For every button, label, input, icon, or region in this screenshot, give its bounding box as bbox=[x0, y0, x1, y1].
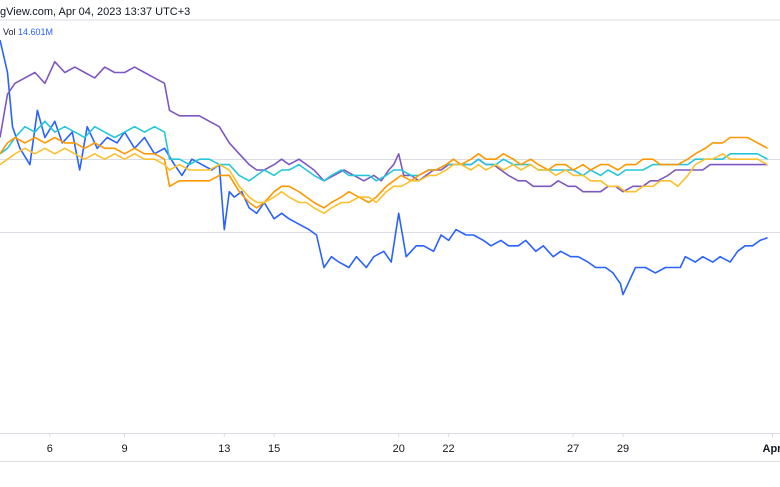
series-line-4 bbox=[0, 147, 768, 215]
series-layer bbox=[0, 39, 768, 296]
x-tick-label-0: 6 bbox=[47, 443, 53, 455]
x-tick-label-7: 29 bbox=[617, 443, 629, 455]
x-tick-label-4: 20 bbox=[393, 443, 405, 455]
volume-label: Vol bbox=[3, 27, 16, 37]
x-axis: 6 9 13 15 20 22 27 29 Apr bbox=[0, 433, 780, 462]
series-line-3 bbox=[0, 136, 768, 209]
grid-layer bbox=[0, 19, 780, 233]
series-line-1 bbox=[0, 60, 768, 193]
x-tick-label-2: 13 bbox=[218, 443, 230, 455]
x-tick-label-8: Apr bbox=[763, 443, 780, 455]
volume-value: 14.601M bbox=[18, 27, 54, 37]
series-line-0 bbox=[0, 39, 768, 296]
chart-header: gView.com, Apr 04, 2023 13:37 UTC+3 bbox=[0, 6, 191, 18]
x-tick-label-3: 15 bbox=[268, 443, 280, 455]
series-line-2 bbox=[0, 120, 768, 182]
volume-readout: Vol 14.601M bbox=[3, 27, 53, 37]
x-tick-label-1: 9 bbox=[122, 443, 128, 455]
x-tick-label-6: 27 bbox=[567, 443, 579, 455]
x-tick-label-5: 22 bbox=[442, 443, 454, 455]
